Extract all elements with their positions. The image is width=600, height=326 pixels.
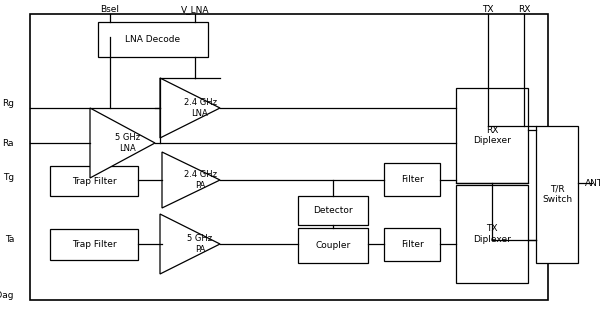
Text: Rg: Rg <box>2 98 14 108</box>
Bar <box>456 88 528 183</box>
Bar <box>50 229 138 260</box>
Bar <box>50 166 138 196</box>
Polygon shape <box>90 108 155 178</box>
Text: 5 GHz
LNA: 5 GHz LNA <box>115 133 140 153</box>
Text: 2.4 GHz
PA: 2.4 GHz PA <box>184 170 217 190</box>
Bar <box>98 22 208 57</box>
Text: Detector: Detector <box>313 206 353 215</box>
Text: TX
Diplexer: TX Diplexer <box>473 224 511 244</box>
Text: ANT: ANT <box>585 179 600 187</box>
Text: Filter: Filter <box>401 175 424 184</box>
Text: Trap Filter: Trap Filter <box>71 176 116 185</box>
Text: Trap Filter: Trap Filter <box>71 240 116 249</box>
Bar <box>456 185 528 283</box>
Text: RX
Diplexer: RX Diplexer <box>473 126 511 145</box>
Polygon shape <box>162 152 220 208</box>
Text: PDag: PDag <box>0 290 14 300</box>
Text: Tg: Tg <box>3 172 14 182</box>
Text: 2.4 GHz
LNA: 2.4 GHz LNA <box>184 98 217 118</box>
Bar <box>384 228 440 261</box>
Bar <box>384 163 440 196</box>
Text: T/R
Switch: T/R Switch <box>542 185 572 204</box>
Text: V_LNA: V_LNA <box>181 6 209 14</box>
Polygon shape <box>160 214 220 274</box>
Text: Bsel: Bsel <box>101 6 119 14</box>
Bar <box>536 126 578 263</box>
Text: Ra: Ra <box>2 139 14 147</box>
Bar <box>298 228 368 263</box>
Bar <box>298 196 368 225</box>
Text: 5 GHz
PA: 5 GHz PA <box>187 234 212 254</box>
Text: LNA Decode: LNA Decode <box>125 35 181 44</box>
Text: Filter: Filter <box>401 240 424 249</box>
Text: Ta: Ta <box>5 235 14 244</box>
Polygon shape <box>160 78 220 138</box>
Text: TX: TX <box>482 6 494 14</box>
Bar <box>30 14 548 300</box>
Text: Coupler: Coupler <box>316 241 350 250</box>
Text: RX: RX <box>518 6 530 14</box>
